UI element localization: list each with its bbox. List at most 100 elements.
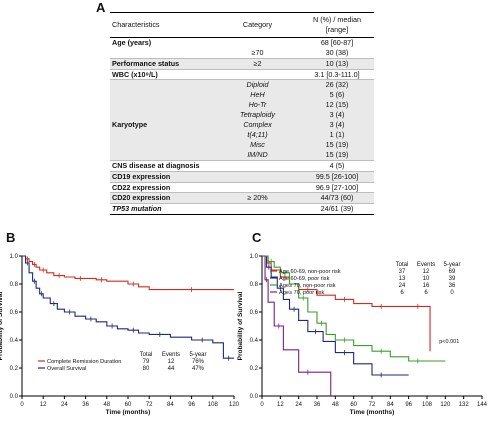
x-tick-label: 108 bbox=[208, 402, 219, 408]
table-cell-value: 3.1 [0.3-111.0] bbox=[300, 68, 374, 80]
series-line-1 bbox=[262, 255, 409, 376]
table-cell-characteristic: TP53 mutation bbox=[110, 203, 215, 216]
table-cell-category: Misc bbox=[215, 139, 300, 150]
table-cell-characteristic: CD19 expression bbox=[110, 170, 215, 182]
x-tick-label: 24 bbox=[295, 402, 302, 408]
x-tick-label: 96 bbox=[188, 402, 195, 408]
legend-total: 37 bbox=[399, 269, 406, 275]
legend-5year: 76% bbox=[192, 359, 205, 365]
legend-header-total: Total bbox=[140, 352, 153, 358]
legend-total: 24 bbox=[399, 283, 406, 289]
legend-5year: 39 bbox=[449, 276, 456, 282]
x-tick-label: 48 bbox=[332, 402, 339, 408]
table-row: Karyotype Complex 3 (4) bbox=[110, 120, 374, 130]
table-cell-characteristic: WBC (x10⁹/L) bbox=[110, 68, 215, 80]
legend-series-name: Complete Remission Duration bbox=[47, 359, 121, 365]
legend-series-name: Age≥ 70, non-poor risk bbox=[279, 283, 336, 289]
x-tick-label: 36 bbox=[82, 402, 89, 408]
chart-b-survival: 0.0 0.2 0.4 0.6 0.8 1.0 0 12 24 36 48 60 72 84 96 108 12… bbox=[0, 254, 240, 416]
table-row: CD20 expression ≥ 20% 44/73 (60) bbox=[110, 192, 374, 204]
patient-characteristics-table: Characteristics Category N (%) / median … bbox=[110, 12, 374, 216]
table-cell-characteristic bbox=[110, 79, 215, 91]
y-tick-label: 1.0 bbox=[250, 254, 259, 260]
table-body: Age (years) 68 [60-87] ≥70 30 (38) Performan… bbox=[110, 37, 374, 216]
table-cell-category bbox=[215, 37, 300, 47]
y-tick-label: 0.6 bbox=[250, 310, 259, 316]
table-cell-characteristic bbox=[110, 90, 215, 101]
y-tick-label: 0.2 bbox=[250, 366, 259, 372]
chart-c-survival: 0.00.20.40.60.81.00 12 24 36 48 60 72 84 96 108 12… bbox=[237, 254, 488, 416]
legend-header-5year: 5-year bbox=[189, 352, 206, 358]
legend-total: 79 bbox=[143, 359, 150, 365]
x-tick-label: 72 bbox=[369, 402, 376, 408]
legend-series-name: Age≥ 70, poor risk bbox=[279, 290, 325, 296]
legend-events: 6 bbox=[424, 290, 428, 296]
legend-5year: 36 bbox=[449, 283, 456, 289]
x-tick-label: 12 bbox=[277, 402, 284, 408]
legend-series-name: Age 60-69, non-poor risk bbox=[279, 269, 341, 275]
y-tick-label: 1.0 bbox=[10, 254, 19, 260]
table-cell-category: Complex bbox=[215, 120, 300, 130]
table-cell-characteristic bbox=[110, 139, 215, 150]
table-header-row: Characteristics Category N (%) / median … bbox=[110, 12, 374, 38]
table-row: IM/ND 15 (19) bbox=[110, 149, 374, 161]
legend-total: 13 bbox=[399, 276, 406, 282]
panel-label-a: A bbox=[96, 0, 106, 15]
x-tick-label: 12 bbox=[40, 402, 47, 408]
legend-total: 6 bbox=[400, 290, 404, 296]
p-value-annotation: p<0.001 bbox=[439, 339, 459, 345]
table-row: Misc 15 (19) bbox=[110, 139, 374, 150]
table-row: Diploid 26 (32) bbox=[110, 79, 374, 91]
table-cell-category: ≥ 20% bbox=[215, 192, 300, 204]
table-cell-value: 3 (4) bbox=[300, 110, 374, 121]
table-row: t(4;11) 1 (1) bbox=[110, 129, 374, 140]
x-tick-label: 84 bbox=[387, 402, 394, 408]
x-tick-label: 120 bbox=[440, 402, 451, 408]
table-cell-value: 15 (19) bbox=[300, 139, 374, 150]
table-row: TP53 mutation 24/61 (39) bbox=[110, 203, 374, 216]
x-tick-label: 120 bbox=[229, 402, 240, 408]
table-cell-category: Ho-Tr bbox=[215, 100, 300, 111]
y-tick-label: 0.2 bbox=[10, 366, 19, 372]
legend-events: 16 bbox=[423, 283, 430, 289]
table-cell-value: 1 (1) bbox=[300, 129, 374, 140]
y-axis-label: Probability of Survival bbox=[237, 291, 244, 360]
table-cell-value: 68 [60-87] bbox=[320, 37, 354, 47]
table-cell-category bbox=[215, 181, 300, 193]
table-row: Ho-Tr 12 (15) bbox=[110, 100, 374, 111]
table-cell-value: 12 (15) bbox=[300, 100, 374, 111]
header-category: Category bbox=[215, 12, 300, 38]
table-cell-value: 4 (5) bbox=[300, 159, 374, 172]
table-cell-category: ≥70 bbox=[251, 47, 264, 57]
legend-events: 12 bbox=[423, 269, 430, 275]
table-cell-characteristic bbox=[110, 149, 215, 161]
table-row: ≥70 30 (38) bbox=[110, 48, 374, 58]
legend-events: 44 bbox=[168, 366, 175, 372]
table-cell-category: ≥2 bbox=[215, 57, 300, 70]
table-cell-category: HeH bbox=[215, 90, 300, 101]
table-cell-characteristic bbox=[110, 100, 215, 111]
table-cell-category bbox=[215, 203, 300, 216]
x-tick-label: 132 bbox=[459, 402, 470, 408]
legend-header-total: Total bbox=[396, 262, 409, 268]
table-cell-characteristic bbox=[110, 48, 215, 58]
legend: Total Events 5-year Age 60-69, non-poor ris… bbox=[270, 262, 461, 296]
table-row: Performance status ≥2 10 (13) bbox=[110, 57, 374, 70]
legend-5year: 47% bbox=[192, 366, 205, 372]
table-cell-value: 96.9 [27-100] bbox=[300, 181, 374, 193]
x-tick-label: 0 bbox=[20, 402, 24, 408]
series-line-2 bbox=[262, 255, 446, 362]
legend-header-events: Events bbox=[162, 352, 180, 358]
table-cell-value: 26 (32) bbox=[300, 79, 374, 91]
table-cell-value: 44/73 (60) bbox=[300, 192, 374, 204]
table-cell-value: 30 (38) bbox=[325, 47, 349, 57]
table-cell-category bbox=[215, 170, 300, 182]
x-tick-label: 48 bbox=[103, 402, 110, 408]
legend-events: 10 bbox=[423, 276, 430, 282]
legend-total: 80 bbox=[143, 366, 150, 372]
y-tick-label: 0.4 bbox=[10, 338, 19, 344]
table-cell-value: 3 (4) bbox=[300, 120, 374, 130]
header-characteristics: Characteristics bbox=[110, 12, 215, 38]
table-cell-category: IM/ND bbox=[215, 149, 300, 161]
table-cell-characteristic: Age (years) bbox=[112, 37, 152, 47]
